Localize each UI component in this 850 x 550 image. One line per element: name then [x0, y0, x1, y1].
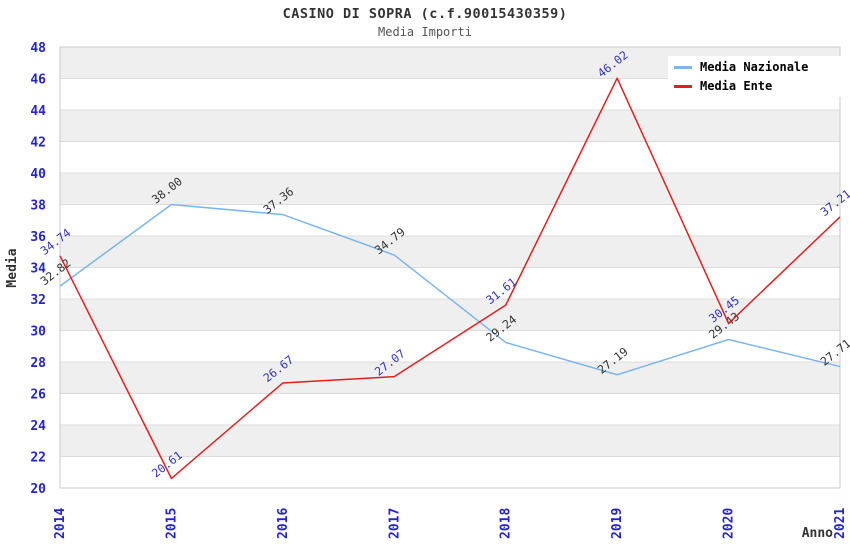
- plot-border: [59, 46, 841, 489]
- grid-band: [60, 173, 840, 205]
- x-tick-label: 2021: [833, 508, 848, 539]
- x-tick-label: 2016: [276, 508, 291, 539]
- x-tick-label: 2019: [610, 508, 625, 539]
- legend-swatch: [674, 84, 692, 88]
- grid-band: [60, 204, 840, 236]
- y-tick-label: 40: [30, 167, 46, 182]
- grid-band: [60, 393, 840, 425]
- chart-subtitle: Media Importi: [378, 25, 472, 39]
- grid-band: [60, 362, 840, 394]
- y-tick-label: 20: [30, 482, 46, 497]
- grid-band: [60, 330, 840, 362]
- x-tick-label: 2020: [722, 508, 737, 539]
- y-tick-label: 36: [30, 230, 46, 245]
- x-tick-label: 2014: [53, 508, 68, 539]
- grid-band: [60, 425, 840, 457]
- legend-label: Media Ente: [700, 79, 773, 93]
- legend-item-media-ente[interactable]: Media Ente: [674, 79, 850, 93]
- grid-band: [60, 110, 840, 142]
- grid-band: [60, 299, 840, 331]
- y-tick-label: 46: [30, 73, 46, 88]
- y-tick-label: 32: [30, 293, 46, 308]
- series-line-media-nazionale[interactable]: [59, 203, 841, 376]
- y-tick-label: 42: [30, 136, 46, 151]
- y-tick-label: 24: [30, 419, 46, 434]
- legend-item-media-nazionale[interactable]: Media Nazionale: [674, 60, 850, 74]
- y-tick-label: 28: [30, 356, 46, 371]
- grid-band: [60, 236, 840, 268]
- y-tick-label: 48: [30, 41, 46, 56]
- series-line-media-ente[interactable]: [59, 77, 841, 480]
- x-tick-label: 2015: [164, 508, 179, 539]
- y-tick-label: 30: [30, 325, 46, 340]
- y-tick-label: 26: [30, 388, 46, 403]
- legend-swatch: [674, 65, 692, 69]
- x-tick-label: 2018: [499, 508, 514, 539]
- grid-band: [60, 141, 840, 173]
- legend: Media Nazionale Media Ente: [668, 56, 850, 97]
- y-tick-label: 34: [30, 262, 46, 277]
- legend-label: Media Nazionale: [700, 60, 809, 74]
- y-axis-title: Media: [5, 248, 20, 287]
- y-tick-label: 44: [30, 104, 46, 119]
- chart-title: CASINO DI SOPRA (c.f.90015430359): [282, 6, 568, 22]
- y-tick-label: 22: [30, 451, 46, 466]
- grid-band: [60, 267, 840, 299]
- x-tick-label: 2017: [387, 508, 402, 539]
- y-tick-label: 38: [30, 199, 46, 214]
- x-axis-title: Anno: [802, 526, 833, 541]
